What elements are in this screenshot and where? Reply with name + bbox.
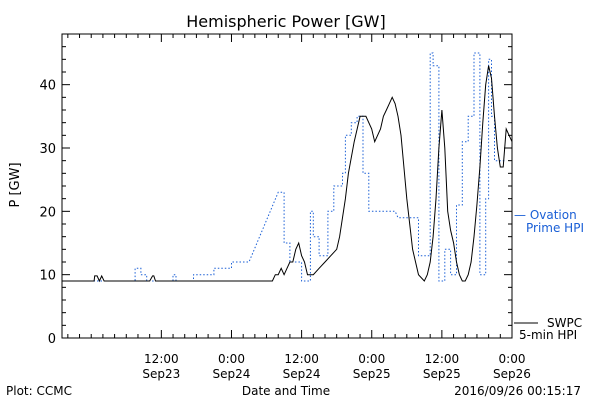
x-tick-label-time: 12:00	[144, 352, 179, 366]
x-tick-label-date: Sep24	[213, 367, 251, 381]
y-tick-label: 20	[39, 205, 56, 220]
x-axis-ticks: 12:00Sep230:00Sep2412:00Sep240:00Sep2512…	[67, 34, 531, 381]
legend-swpc-line2: 5-min HPI	[519, 328, 577, 342]
x-tick-label-date: Sep23	[142, 367, 180, 381]
y-tick-label: 0	[48, 332, 56, 347]
ovation-prime-series-line	[62, 52, 507, 282]
x-tick-label-time: 12:00	[425, 352, 460, 366]
x-tick-label-time: 0:00	[218, 352, 245, 366]
y-axis-label: P [GW]	[8, 162, 23, 207]
y-tick-label: 30	[39, 142, 56, 157]
plot-timestamp: 2016/09/26 00:15:17	[454, 384, 581, 398]
x-tick-label-time: 0:00	[499, 352, 526, 366]
plot-credit: Plot: CCMC	[6, 384, 72, 398]
legend-ovation-line1: — Ovation	[514, 208, 577, 222]
x-tick-label-date: Sep24	[283, 367, 321, 381]
x-tick-label-time: 0:00	[358, 352, 385, 366]
plot-frame	[61, 33, 513, 339]
legend-swpc-line1: SWPC	[547, 316, 582, 330]
plot-lines	[62, 52, 513, 283]
x-tick-label-date: Sep25	[423, 367, 461, 381]
chart-title: Hemispheric Power [GW]	[186, 12, 385, 31]
x-axis-label: Date and Time	[242, 384, 330, 398]
y-axis-ticks: 0 10 20 30 40	[39, 46, 512, 347]
y-tick-label: 40	[39, 79, 56, 94]
x-tick-label-date: Sep25	[353, 367, 391, 381]
y-tick-label: 10	[39, 269, 56, 284]
x-tick-label-date: Sep26	[493, 367, 531, 381]
x-tick-label-time: 12:00	[284, 352, 319, 366]
swpc-hpi-series-line	[62, 65, 513, 283]
legend-ovation-line2: Prime HPI	[526, 221, 584, 235]
